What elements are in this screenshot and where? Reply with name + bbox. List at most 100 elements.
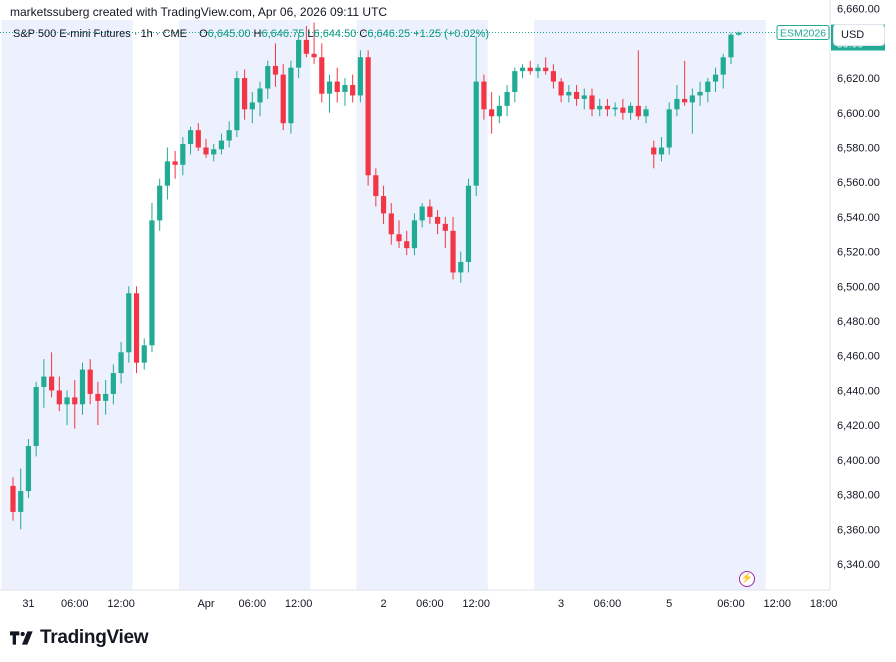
candle	[411, 213, 418, 256]
y-tick-label: 6,520.00	[837, 247, 880, 259]
candle	[651, 140, 657, 169]
candle	[728, 32, 734, 65]
lightning-icon[interactable]: ⚡	[739, 571, 755, 587]
candle	[496, 95, 502, 124]
candle	[481, 74, 487, 120]
candle	[265, 60, 271, 99]
candle	[164, 147, 170, 200]
candles	[10, 22, 742, 530]
candle-body	[465, 185, 472, 263]
candle	[597, 98, 603, 117]
candle-body	[365, 57, 371, 176]
candle-body	[543, 67, 549, 72]
candle	[95, 381, 101, 426]
y-tick-label: 6,440.00	[837, 385, 880, 397]
candle	[187, 126, 194, 155]
candle-body	[712, 74, 719, 82]
candle	[242, 69, 248, 120]
candle-body	[272, 65, 279, 75]
tradingview-logo-icon	[10, 631, 33, 645]
y-tick-label: 6,460.00	[837, 351, 880, 363]
candle	[658, 137, 665, 162]
currency-button[interactable]: USD	[833, 24, 885, 46]
candle	[288, 60, 294, 134]
candle-body	[203, 147, 209, 155]
candle	[103, 380, 109, 415]
candle	[435, 209, 441, 235]
candle	[419, 203, 425, 228]
candle	[296, 32, 302, 79]
candle-body	[319, 57, 325, 94]
candle-body	[527, 67, 533, 72]
candle	[612, 102, 618, 117]
candle	[519, 64, 526, 79]
candle-body	[49, 376, 55, 391]
candle-body	[720, 57, 726, 75]
open-label: O	[199, 28, 208, 40]
chart-credit: marketssuberg created with TradingView.c…	[10, 5, 388, 19]
candle-body	[195, 130, 201, 148]
change-value: +1.25 (+0.02%)	[413, 28, 490, 40]
candle-body	[242, 78, 248, 110]
candle	[118, 341, 124, 384]
candle-body	[635, 105, 641, 117]
candle	[72, 380, 78, 429]
candle-body	[25, 445, 32, 492]
candle	[604, 98, 611, 117]
candle	[311, 22, 317, 65]
candle-body	[450, 230, 456, 273]
candle	[558, 78, 564, 103]
candle	[257, 81, 263, 117]
candle-body	[736, 32, 742, 35]
y-tick-label: 6,600.00	[837, 108, 880, 120]
candle	[234, 71, 240, 138]
candle-body	[87, 369, 93, 394]
candle-body	[149, 220, 155, 346]
candle-body	[581, 95, 587, 99]
candle-body	[157, 185, 163, 221]
candle	[172, 150, 178, 179]
y-tick-label: 6,620.00	[837, 73, 880, 85]
candle	[527, 60, 533, 75]
candle	[211, 144, 217, 162]
x-tick-label: 12:00	[462, 598, 490, 610]
candle-body	[419, 206, 425, 221]
candle-body	[380, 196, 387, 214]
candle	[643, 105, 649, 124]
y-tick-label: 6,540.00	[837, 212, 880, 224]
x-tick-label: 18:00	[810, 598, 838, 610]
candle	[41, 359, 47, 408]
candle	[334, 67, 340, 103]
candle-body	[350, 85, 356, 96]
candle-body	[411, 220, 418, 249]
candle-body	[10, 485, 16, 512]
candle	[25, 439, 32, 499]
candle-body	[103, 393, 109, 401]
candle	[628, 102, 634, 120]
candle	[705, 78, 711, 103]
candle-body	[288, 67, 294, 124]
candle	[326, 74, 333, 113]
candle-body	[612, 107, 618, 110]
y-tick-label: 6,420.00	[837, 420, 880, 432]
y-tick-label: 6,400.00	[837, 455, 880, 467]
candle	[404, 230, 410, 256]
candle-body	[141, 345, 147, 363]
candle-body	[79, 369, 86, 405]
open-value: 6,645.00	[207, 28, 251, 40]
candle	[350, 74, 356, 103]
candle-body	[404, 241, 410, 249]
candle	[427, 199, 433, 224]
candle	[365, 50, 371, 186]
symbol-tag-label: ESM2026	[780, 28, 826, 40]
candle-body	[496, 105, 502, 117]
x-tick-label: 06:00	[594, 598, 622, 610]
candle-body	[682, 98, 688, 103]
candle	[56, 376, 62, 412]
candle-body	[126, 293, 132, 353]
close-value: 6,646.25	[367, 28, 411, 40]
y-tick-label: 6,580.00	[837, 143, 880, 155]
candle-body	[326, 81, 333, 94]
candle	[473, 36, 479, 197]
